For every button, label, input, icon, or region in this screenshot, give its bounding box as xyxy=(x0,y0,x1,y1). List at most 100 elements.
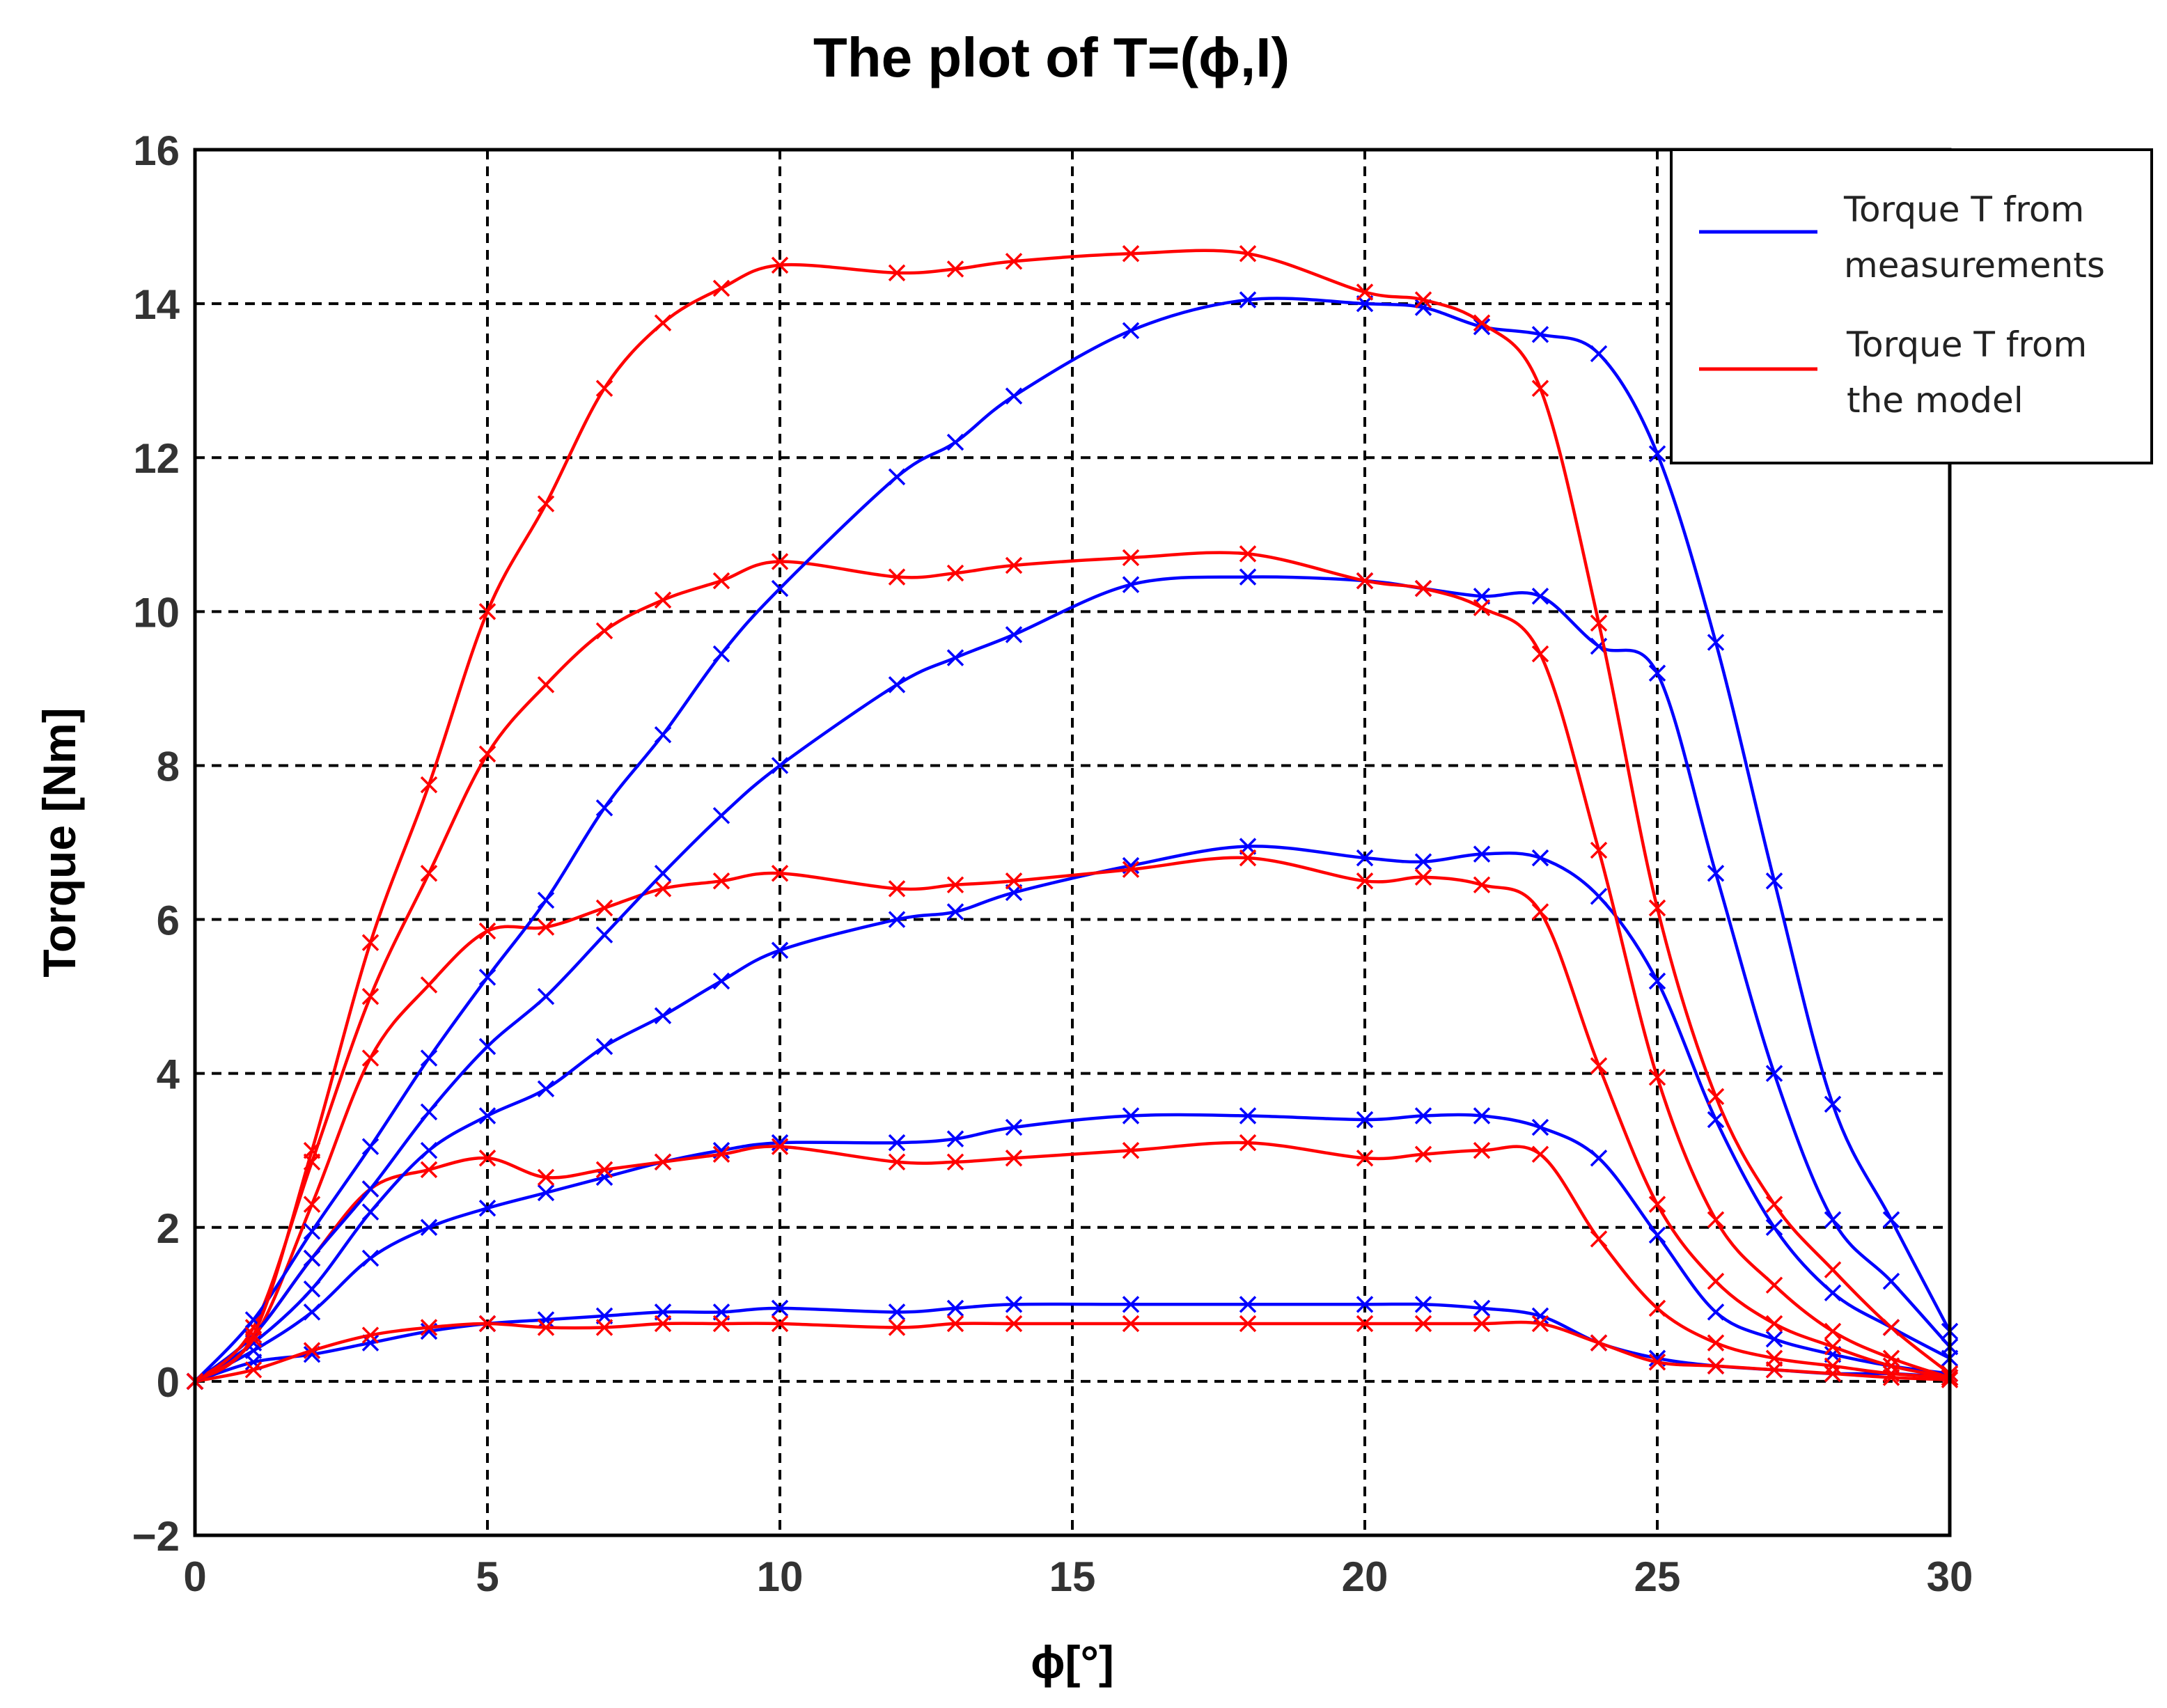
data-point-model xyxy=(420,976,438,994)
data-point-model xyxy=(1122,1141,1140,1159)
data-point-model xyxy=(1648,1354,1666,1371)
data-point-measurements xyxy=(1005,626,1023,643)
series-model-9 xyxy=(186,245,1959,1390)
data-point-model xyxy=(1648,899,1666,917)
data-point-model xyxy=(1882,1349,1900,1367)
data-point-model xyxy=(1765,1196,1783,1213)
data-point-measurements xyxy=(1531,849,1549,867)
data-point-model xyxy=(771,553,789,570)
data-point-measurements xyxy=(654,1007,672,1024)
data-point-measurements xyxy=(1882,1211,1900,1228)
data-point-measurements xyxy=(1122,322,1140,340)
data-point-measurements xyxy=(478,1107,496,1125)
data-point-measurements xyxy=(888,1134,906,1152)
data-point-model xyxy=(712,872,730,890)
data-point-model xyxy=(1122,549,1140,567)
y-tick-label: 14 xyxy=(133,281,180,328)
data-point-model xyxy=(303,1342,321,1359)
data-point-model xyxy=(1414,579,1432,597)
data-point-model xyxy=(1590,614,1608,632)
legend-label-measurements-line1: Torque T from xyxy=(1843,189,2084,230)
data-point-measurements xyxy=(771,1299,789,1317)
data-point-measurements xyxy=(1473,318,1491,336)
data-point-model xyxy=(1648,1068,1666,1086)
data-point-model xyxy=(1531,379,1549,397)
data-point-measurements xyxy=(1765,1219,1783,1237)
data-point-model xyxy=(1590,1334,1608,1351)
data-point-model xyxy=(1473,599,1491,617)
data-point-model xyxy=(1414,1315,1432,1333)
data-point-measurements xyxy=(1122,1296,1140,1313)
data-point-model xyxy=(537,918,555,936)
data-point-measurements xyxy=(1356,849,1374,867)
data-point-model xyxy=(712,1315,730,1333)
data-point-measurements xyxy=(946,903,964,920)
data-point-measurements xyxy=(1531,1118,1549,1136)
data-point-measurements xyxy=(888,1303,906,1321)
data-point-measurements xyxy=(1590,1150,1608,1167)
data-point-model xyxy=(595,1319,613,1336)
data-point-model xyxy=(1765,1349,1783,1367)
data-point-measurements xyxy=(1531,326,1549,343)
x-tick-label: 10 xyxy=(757,1553,804,1600)
data-point-measurements xyxy=(595,1037,613,1056)
data-point-measurements xyxy=(1882,1272,1900,1290)
data-point-model xyxy=(537,1319,555,1336)
data-point-measurements xyxy=(537,987,555,1005)
data-point-model xyxy=(712,572,730,590)
data-point-measurements xyxy=(420,1049,438,1067)
data-point-model xyxy=(1356,1315,1374,1333)
data-point-model xyxy=(1122,245,1140,263)
data-point-model xyxy=(1414,868,1432,886)
data-point-model xyxy=(1356,572,1374,590)
data-point-measurements xyxy=(478,969,496,986)
data-point-measurements xyxy=(1005,1118,1023,1136)
data-point-measurements xyxy=(1473,1107,1491,1125)
data-point-model xyxy=(244,1326,263,1344)
data-point-model xyxy=(1824,1261,1842,1278)
data-point-measurements xyxy=(1765,872,1783,890)
data-point-model xyxy=(1590,1230,1608,1248)
data-point-model xyxy=(478,1150,496,1167)
data-point-model xyxy=(420,1161,438,1179)
x-tick-label: 25 xyxy=(1634,1553,1681,1600)
data-point-model xyxy=(1765,1315,1783,1333)
data-point-measurements xyxy=(1707,864,1725,882)
x-tick-label: 15 xyxy=(1049,1553,1096,1600)
data-point-model xyxy=(420,864,438,882)
data-point-measurements xyxy=(771,941,789,959)
data-point-model xyxy=(1005,1150,1023,1167)
series-measurements-8 xyxy=(186,291,1959,1390)
data-point-model xyxy=(303,1196,321,1213)
data-point-measurements xyxy=(654,726,672,744)
data-point-measurements xyxy=(1473,845,1491,863)
data-point-model xyxy=(537,676,555,694)
series-model-5 xyxy=(186,849,1959,1390)
data-point-measurements xyxy=(361,1180,380,1198)
data-point-measurements xyxy=(1239,1296,1257,1313)
data-point-model xyxy=(1122,1315,1140,1333)
data-point-measurements xyxy=(537,1080,555,1098)
y-tick-label: 0 xyxy=(157,1359,180,1406)
data-point-model xyxy=(595,1161,613,1179)
data-point-model xyxy=(1882,1319,1900,1336)
data-point-measurements xyxy=(1707,1111,1725,1129)
data-point-model xyxy=(946,1153,964,1171)
data-point-model xyxy=(1473,1315,1491,1333)
data-point-model xyxy=(1356,1150,1374,1167)
series-model-7 xyxy=(186,545,1959,1390)
data-point-model xyxy=(654,314,672,331)
data-point-model xyxy=(303,1141,321,1159)
data-point-model xyxy=(1824,1322,1842,1340)
series-model-1 xyxy=(186,1315,1959,1390)
data-point-model xyxy=(1707,1334,1725,1351)
data-point-measurements xyxy=(420,1103,438,1121)
data-point-measurements xyxy=(712,807,730,824)
data-point-model xyxy=(420,776,438,794)
data-point-measurements xyxy=(1707,634,1725,651)
data-point-measurements xyxy=(771,579,789,597)
data-point-model xyxy=(888,880,906,898)
y-tick-label: 2 xyxy=(157,1205,180,1252)
series-model-3 xyxy=(186,1134,1959,1390)
data-point-model xyxy=(361,987,380,1005)
